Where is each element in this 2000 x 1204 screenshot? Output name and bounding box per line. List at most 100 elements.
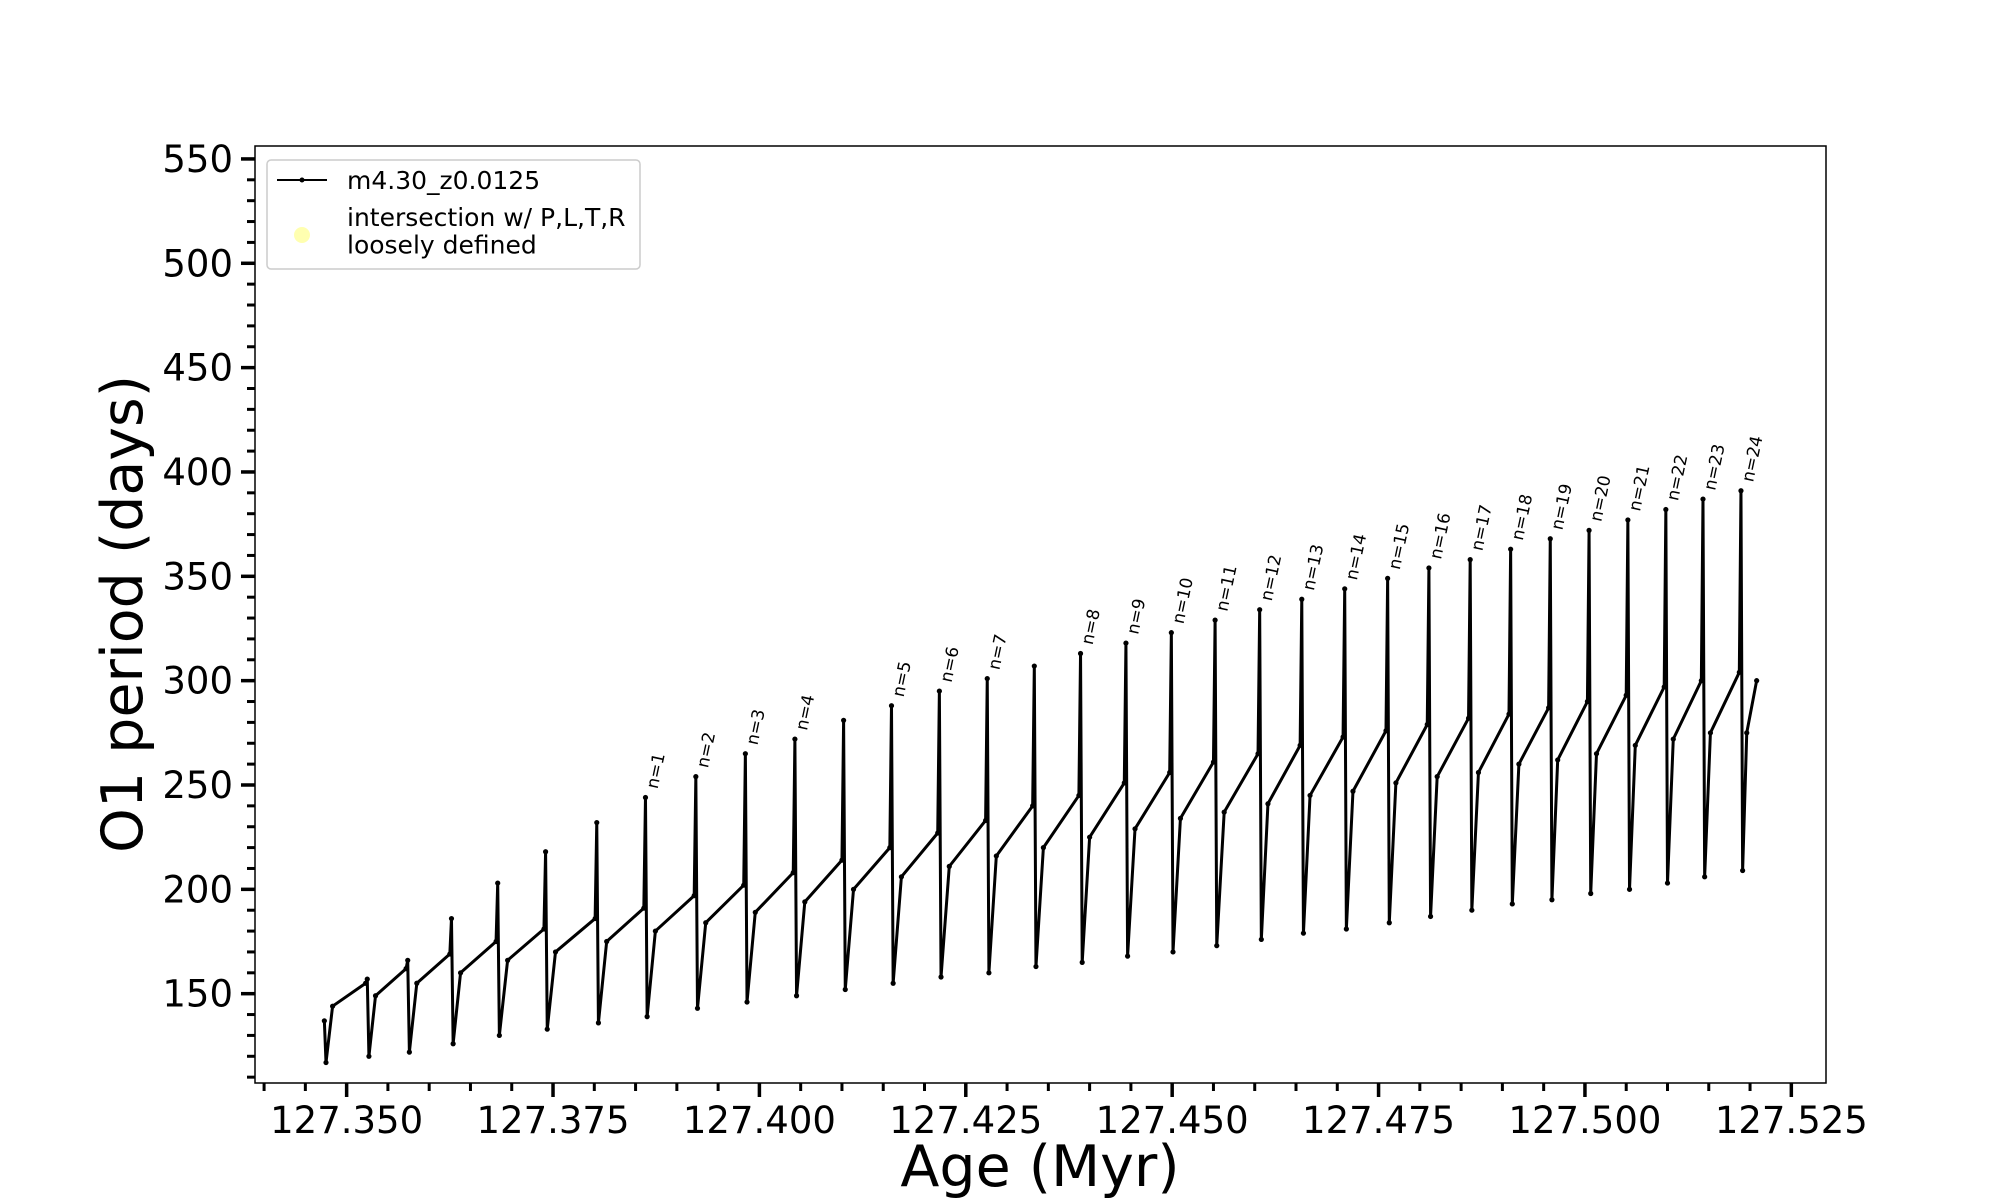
data-point xyxy=(493,938,499,945)
data-point xyxy=(505,957,511,963)
data-point xyxy=(898,874,904,880)
annotation: n=21 xyxy=(1625,463,1654,513)
x-tick-label: 127.350 xyxy=(270,1099,423,1142)
data-point xyxy=(552,949,559,955)
y-tick-label: 450 xyxy=(162,347,233,390)
data-point xyxy=(1340,734,1346,740)
data-point xyxy=(450,1041,456,1047)
data-point xyxy=(594,819,600,826)
data-point xyxy=(802,899,808,905)
annotation: n=22 xyxy=(1663,453,1692,503)
data-point xyxy=(1702,874,1708,880)
data-point xyxy=(1546,705,1552,711)
data-point xyxy=(457,970,464,976)
data-point xyxy=(1040,845,1046,851)
data-point xyxy=(946,863,952,869)
data-point xyxy=(1265,801,1271,807)
data-point xyxy=(1506,711,1512,717)
data-point xyxy=(414,980,420,986)
annotation: n=5 xyxy=(889,660,916,699)
data-point xyxy=(595,1020,602,1026)
data-point xyxy=(1258,936,1264,943)
data-point xyxy=(1516,761,1522,767)
data-point xyxy=(1632,742,1638,748)
annotation: n=17 xyxy=(1468,503,1497,553)
data-point xyxy=(1698,678,1704,684)
data-point xyxy=(1475,769,1482,776)
data-point xyxy=(1744,730,1750,736)
data-point xyxy=(1736,669,1742,675)
data-point xyxy=(1467,557,1473,563)
y-tick-label: 350 xyxy=(162,555,233,598)
x-tick-label: 127.475 xyxy=(1302,1099,1455,1142)
x-tick-label: 127.525 xyxy=(1715,1099,1868,1142)
legend-label: m4.30_z0.0125 xyxy=(347,166,540,195)
data-point xyxy=(1033,963,1039,970)
data-point xyxy=(1738,488,1744,494)
data-point xyxy=(1426,565,1432,571)
annotation: n=4 xyxy=(792,693,819,732)
y-tick-label: 550 xyxy=(162,138,233,181)
data-point xyxy=(1509,901,1515,907)
data-point xyxy=(1167,769,1173,776)
data-point xyxy=(693,774,699,780)
data-point xyxy=(1087,834,1093,840)
y-axis-label: O1 period (days) xyxy=(90,375,156,853)
data-point xyxy=(1707,730,1714,736)
plot-frame xyxy=(254,145,1827,1084)
data-point xyxy=(741,882,747,888)
x-tick-label: 127.450 xyxy=(1096,1099,1249,1142)
data-point xyxy=(1427,913,1434,920)
data-point xyxy=(1593,751,1600,757)
data-point xyxy=(1383,728,1389,734)
annotation: n=10 xyxy=(1169,576,1198,626)
data-point xyxy=(1177,815,1184,821)
data-point xyxy=(496,1032,502,1039)
annotation: n=20 xyxy=(1586,474,1615,524)
data-point xyxy=(1661,684,1667,690)
legend-label: intersection w/ P,L,T,R loosely defined xyxy=(347,203,626,260)
data-point xyxy=(694,1005,701,1011)
legend-marker xyxy=(299,177,305,183)
data-point xyxy=(406,1049,412,1055)
data-point xyxy=(1670,736,1676,742)
data-point xyxy=(330,1003,336,1009)
data-point xyxy=(1255,751,1261,757)
data-point xyxy=(1342,586,1348,592)
data-point xyxy=(1547,536,1553,542)
annotation: n=23 xyxy=(1700,442,1729,492)
data-point xyxy=(983,817,989,824)
data-point xyxy=(1121,780,1127,786)
data-point xyxy=(1700,496,1706,502)
data-point xyxy=(1257,607,1263,613)
data-point xyxy=(792,736,798,742)
data-point xyxy=(1555,757,1561,763)
annotation: n=13 xyxy=(1299,543,1328,593)
annotation: n=24 xyxy=(1738,434,1767,484)
x-tick-label: 127.500 xyxy=(1508,1099,1661,1142)
data-point xyxy=(1469,907,1475,913)
data-point xyxy=(1343,926,1349,932)
data-point xyxy=(1386,920,1392,926)
data-point xyxy=(744,999,750,1005)
data-point xyxy=(1307,792,1313,799)
data-point xyxy=(405,957,411,963)
data-point xyxy=(592,915,598,922)
y-tick-label: 300 xyxy=(162,660,233,703)
data-point xyxy=(323,1059,329,1066)
data-point xyxy=(1124,953,1131,959)
data-point xyxy=(1584,698,1591,705)
data-point xyxy=(1393,780,1399,786)
data-point xyxy=(1625,517,1631,523)
data-point xyxy=(642,794,649,801)
data-point xyxy=(752,909,758,915)
data-point xyxy=(542,849,549,855)
data-point xyxy=(541,926,547,932)
data-point xyxy=(1076,792,1082,799)
data-point xyxy=(1588,890,1594,897)
annotation: n=16 xyxy=(1426,511,1455,561)
data-point xyxy=(1297,742,1303,748)
annotation: n=2 xyxy=(693,730,720,769)
data-point xyxy=(1214,943,1220,949)
